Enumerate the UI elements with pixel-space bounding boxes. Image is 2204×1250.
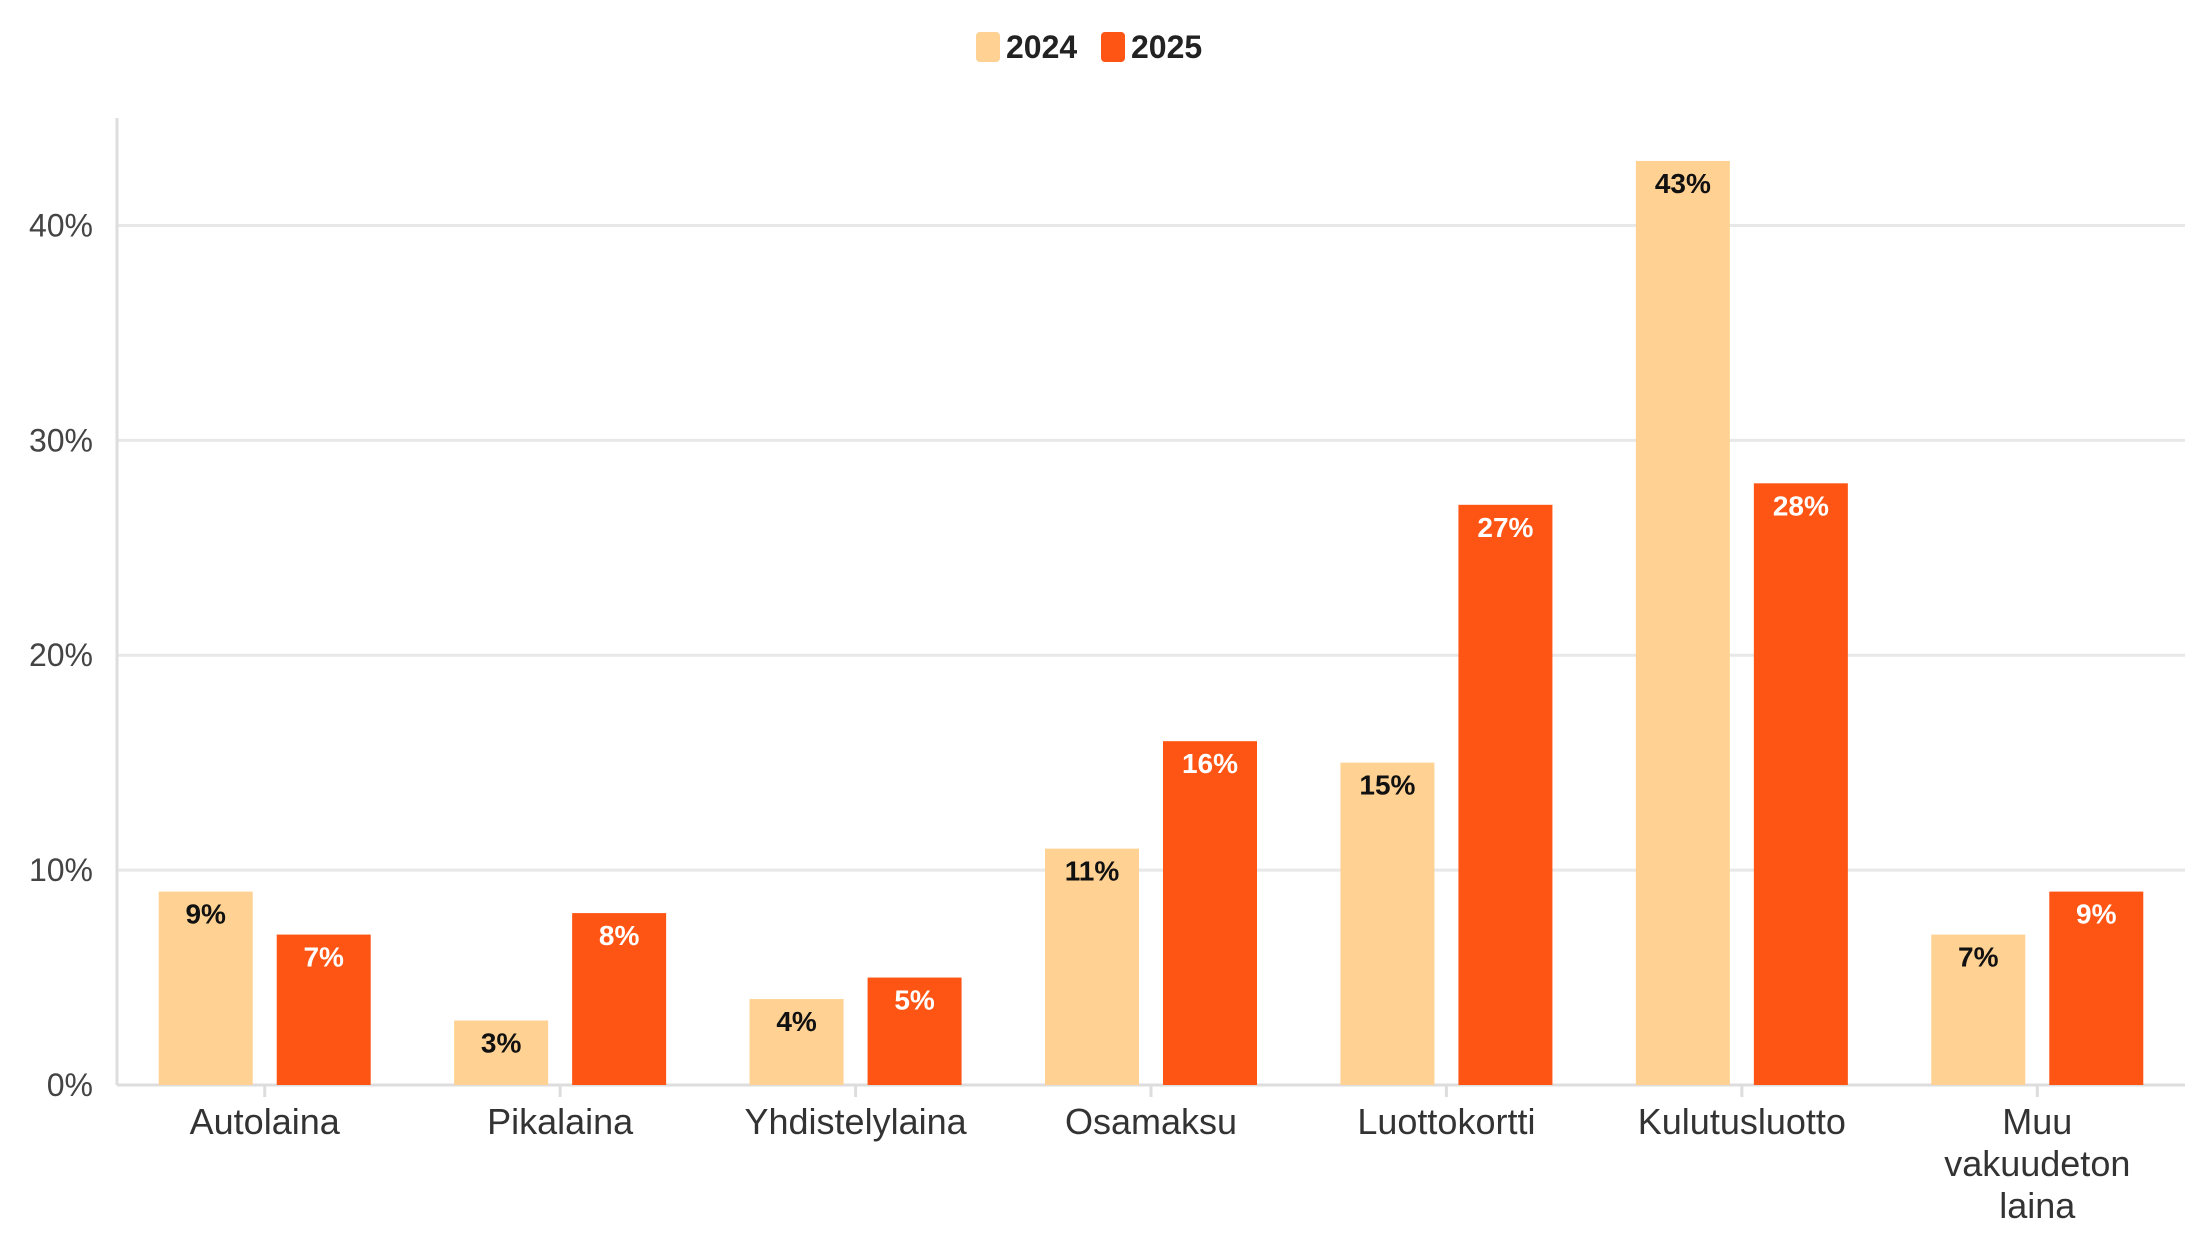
x-tick-label: Autolaina bbox=[190, 1101, 341, 1142]
bar-2024 bbox=[1340, 762, 1435, 1085]
legend-swatch-2024 bbox=[976, 32, 1000, 62]
y-tick-label: 0% bbox=[47, 1067, 93, 1103]
x-tick-label: Osamaksu bbox=[1065, 1101, 1237, 1142]
data-label-2025: 7% bbox=[303, 942, 344, 973]
bar-2024 bbox=[749, 999, 844, 1085]
data-label-2025: 8% bbox=[599, 920, 640, 951]
legend-item-2025: 2025 bbox=[1101, 29, 1202, 65]
x-tick-label: Luottokortti bbox=[1357, 1101, 1535, 1142]
data-label-2025: 28% bbox=[1773, 490, 1829, 521]
x-tick-label-line: Pikalaina bbox=[487, 1101, 634, 1142]
data-label-2025: 16% bbox=[1182, 748, 1238, 779]
legend-label-2024: 2024 bbox=[1006, 29, 1077, 65]
x-tick-label-line: laina bbox=[1999, 1185, 2076, 1226]
y-tick-label: 10% bbox=[29, 852, 93, 888]
bar-2025 bbox=[1163, 741, 1257, 1085]
bars bbox=[158, 160, 2144, 1085]
x-tick-label-line: Autolaina bbox=[190, 1101, 341, 1142]
x-tick-label: Yhdistelylaina bbox=[745, 1101, 968, 1142]
data-label-2025: 9% bbox=[2076, 899, 2117, 930]
data-label-2024: 4% bbox=[776, 1006, 817, 1037]
bar-2025 bbox=[2049, 891, 2144, 1085]
bar-2024 bbox=[1931, 934, 2026, 1085]
x-tick-label-line: vakuudeton bbox=[1944, 1143, 2130, 1184]
data-label-2024: 9% bbox=[185, 899, 226, 930]
bar-2024 bbox=[454, 1020, 549, 1085]
bar-2024 bbox=[1045, 848, 1139, 1085]
data-labels: 9% 7% 3% 8% 4% 5% 11% 16% 15% 27% 43% 28% 7% 9% bbox=[185, 168, 2116, 1059]
data-label-2024: 7% bbox=[1958, 942, 1999, 973]
bar-2025 bbox=[572, 913, 667, 1085]
bar-2025 bbox=[1458, 504, 1553, 1085]
y-tick-label: 40% bbox=[29, 207, 93, 243]
x-tick-label: Muu vakuudeton laina bbox=[1944, 1101, 2130, 1226]
x-tick-label: Kulutusluotto bbox=[1638, 1101, 1846, 1142]
x-tick-label-line: Osamaksu bbox=[1065, 1101, 1237, 1142]
legend-label-2025: 2025 bbox=[1131, 29, 1202, 65]
data-label-2024: 3% bbox=[481, 1028, 522, 1059]
x-tick-label-line: Luottokortti bbox=[1357, 1101, 1535, 1142]
x-tick-label: Pikalaina bbox=[487, 1101, 634, 1142]
x-tick-label-line: Yhdistelylaina bbox=[745, 1101, 968, 1142]
data-label-2024: 43% bbox=[1655, 168, 1711, 199]
bar-2024 bbox=[158, 891, 253, 1085]
legend: 2024 2025 bbox=[976, 29, 1202, 65]
data-label-2024: 15% bbox=[1359, 770, 1415, 801]
data-label-2025: 5% bbox=[894, 985, 935, 1016]
y-axis: 0% 10% 20% 30% 40% bbox=[29, 118, 119, 1103]
x-axis: Autolaina Pikalaina Yhdistelylaina Osamaksu… bbox=[117, 1083, 2185, 1226]
legend-item-2024: 2024 bbox=[976, 29, 1077, 65]
y-tick-label: 20% bbox=[29, 637, 93, 673]
data-label-2024: 11% bbox=[1065, 856, 1120, 887]
y-tick-label: 30% bbox=[29, 422, 93, 458]
bar-2025 bbox=[1753, 483, 1848, 1085]
data-label-2025: 27% bbox=[1477, 512, 1533, 543]
x-tick-label-line: Kulutusluotto bbox=[1638, 1101, 1846, 1142]
gridlines bbox=[117, 223, 2185, 872]
bar-2025 bbox=[276, 934, 371, 1085]
bar-2024 bbox=[1635, 160, 1730, 1085]
legend-swatch-2025 bbox=[1101, 32, 1125, 62]
bar-2025 bbox=[867, 977, 962, 1085]
x-tick-label-line: Muu bbox=[2002, 1101, 2072, 1142]
